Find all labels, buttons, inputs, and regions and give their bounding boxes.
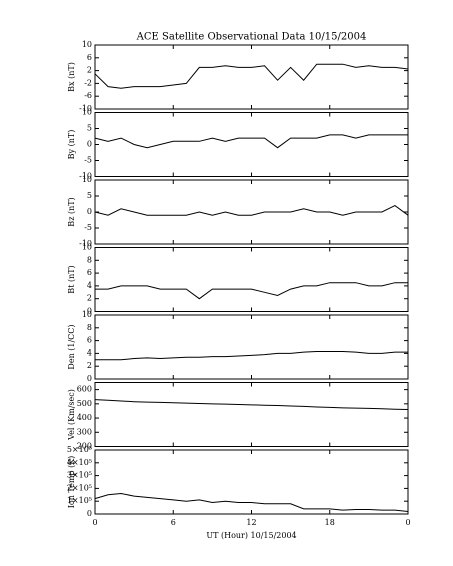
y-tick-label: -5 — [84, 223, 92, 232]
y-axis-label: Vel (Km/sec) — [67, 389, 76, 441]
y-tick-label: -5 — [84, 156, 92, 165]
y-tick-label: -2 — [84, 78, 92, 87]
y-tick-label: 200 — [77, 442, 92, 451]
panel-frame — [94, 112, 409, 177]
x-axis-label: UT (Hour) 10/15/2004 — [206, 531, 296, 540]
x-tick-label: 0 — [92, 518, 97, 527]
y-tick-label: 0 — [87, 207, 92, 216]
panel-frame — [94, 44, 409, 110]
data-line — [94, 399, 409, 411]
y-tick-label: 4 — [87, 348, 92, 357]
panel-frame — [94, 314, 409, 380]
y-tick-label: 6 — [87, 53, 92, 62]
y-tick-label: 10 — [82, 108, 92, 117]
y-tick-label: 10 — [82, 40, 92, 49]
y-axis-label: Ion Temp (K) — [67, 456, 76, 509]
data-line — [95, 282, 408, 300]
x-tick-label: 18 — [325, 518, 335, 527]
y-axis-label: Den (1/CC) — [67, 324, 76, 369]
y-tick-label: 0 — [87, 374, 92, 383]
y-tick-label: 5 — [87, 191, 92, 200]
y-tick-label: 500 — [77, 399, 92, 408]
y-tick-label: 10 — [82, 310, 92, 319]
y-tick-label: 4 — [87, 281, 92, 290]
x-tick-label: 12 — [246, 518, 256, 527]
y-tick-label: 0 — [87, 509, 92, 518]
panel-frame — [94, 449, 409, 515]
y-tick-label: -6 — [84, 91, 92, 100]
y-axis-label: By (nT) — [67, 130, 76, 160]
y-tick-label: 2×10⁵ — [67, 483, 92, 492]
data-line — [94, 493, 409, 512]
y-tick-label: 6 — [87, 268, 92, 277]
y-tick-label: 5 — [87, 124, 92, 133]
y-tick-label: 6 — [87, 336, 92, 345]
y-tick-label: 2 — [87, 66, 92, 75]
panel-frame — [94, 382, 409, 447]
x-tick-label: 0 — [405, 518, 410, 527]
y-tick-label: 10 — [82, 243, 92, 252]
y-axis-label: Bx (nT) — [67, 62, 76, 92]
data-line — [94, 63, 409, 89]
y-axis-label: Bz (nT) — [67, 197, 76, 226]
y-tick-label: 0 — [87, 307, 92, 316]
x-tick-label: 6 — [171, 518, 176, 527]
data-line — [94, 205, 409, 216]
y-tick-label: -10 — [79, 239, 92, 248]
y-tick-label: 5×10⁵ — [67, 445, 92, 454]
y-tick-label: 3×10⁵ — [67, 471, 92, 480]
y-tick-label: 400 — [77, 413, 92, 422]
y-tick-label: 8 — [87, 323, 92, 332]
panel-frame — [94, 247, 409, 312]
data-line — [95, 350, 408, 361]
y-tick-label: 1×10⁵ — [67, 496, 92, 505]
data-line — [94, 134, 408, 149]
y-tick-label: 8 — [87, 255, 92, 264]
y-tick-label: -10 — [79, 104, 92, 113]
y-tick-label: 300 — [77, 427, 92, 436]
chart-title: ACE Satellite Observational Data 10/15/2… — [136, 32, 367, 43]
y-axis-label: Bt (nT) — [67, 265, 76, 293]
y-tick-label: 4×10⁵ — [67, 458, 92, 467]
y-tick-label: 2 — [87, 294, 92, 303]
y-tick-label: -10 — [79, 172, 92, 181]
y-tick-label: 600 — [77, 385, 92, 394]
y-tick-label: 10 — [82, 175, 92, 184]
y-tick-label: 2 — [87, 361, 92, 370]
y-tick-label: 0 — [87, 140, 92, 149]
